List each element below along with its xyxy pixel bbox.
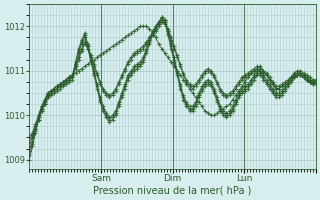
X-axis label: Pression niveau de la mer( hPa ): Pression niveau de la mer( hPa ) — [93, 186, 252, 196]
